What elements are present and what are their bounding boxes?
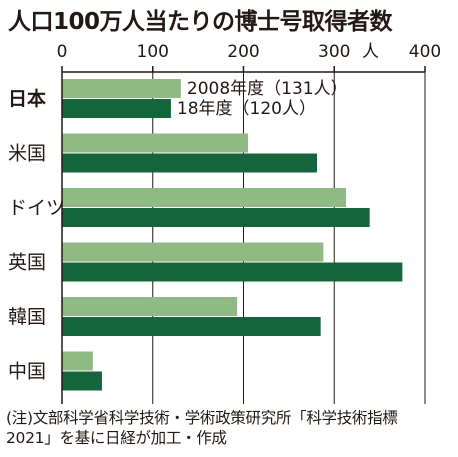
x-tick-label: 300 <box>318 42 350 62</box>
bar-2008 <box>62 351 93 371</box>
category-label: 日本 <box>8 87 46 110</box>
x-axis-unit: 人 <box>362 42 379 62</box>
bars <box>62 79 403 391</box>
bar-18 <box>62 99 171 118</box>
x-tick-label: 100 <box>137 42 169 62</box>
category-label: 中国 <box>8 361 46 383</box>
bar-2008 <box>62 297 238 316</box>
x-tick-label: 0 <box>57 42 68 62</box>
x-tick-label: 200 <box>227 42 259 62</box>
bar-2008 <box>62 242 324 262</box>
bar-2008 <box>62 188 347 207</box>
legend-label: 2008年度（131人） <box>187 79 348 99</box>
category-label: 米国 <box>8 143 46 165</box>
bar-2008 <box>62 79 181 98</box>
source-note-line-1: (注)文部科学省科学技術・学術政策研究所「科学技術指標 <box>6 409 398 427</box>
category-label: 韓国 <box>8 306 46 328</box>
source-note: (注)文部科学省科学技術・学術政策研究所「科学技術指標 2021」を基に日経が加… <box>6 408 454 448</box>
bar-18 <box>62 208 370 227</box>
bar-18 <box>62 371 102 391</box>
chart-title: 人口100万人当たりの博士号取得者数 <box>8 9 393 35</box>
bar-18 <box>62 317 321 336</box>
bar-2008 <box>62 133 249 153</box>
category-label: 英国 <box>8 252 46 274</box>
legend-label: 18年度（120人） <box>177 99 316 119</box>
x-tick-label: 400 <box>409 42 441 62</box>
bar-18 <box>62 262 403 282</box>
grid-lines <box>152 72 426 404</box>
category-label: ドイツ <box>8 197 65 219</box>
bar-18 <box>62 153 318 173</box>
source-note-line-2: 2021」を基に日経が加工・作成 <box>6 429 227 447</box>
axes <box>61 66 426 404</box>
